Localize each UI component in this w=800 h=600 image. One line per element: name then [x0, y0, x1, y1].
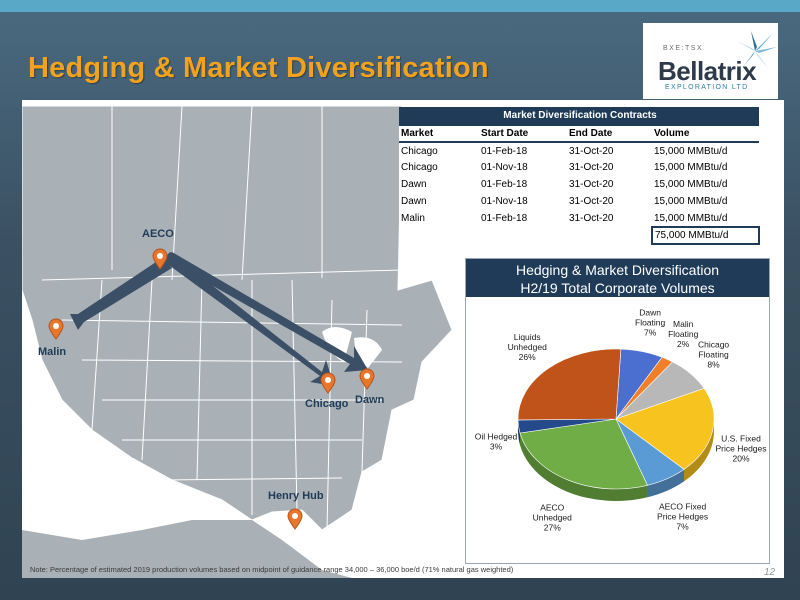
pie-slice-side	[519, 432, 648, 501]
map-label-henry-hub: Henry Hub	[268, 490, 324, 502]
north-america-map	[22, 105, 453, 578]
pie-chart-panel: Hedging & Market Diversification H2/19 T…	[465, 258, 770, 564]
malin-pin-icon	[48, 318, 64, 340]
logo-subtitle: EXPLORATION LTD	[665, 84, 749, 91]
dawn-pin-icon	[359, 368, 375, 390]
column-header: Market	[399, 124, 479, 143]
arrow-to-chicago	[162, 252, 334, 386]
chart-subtitle: H2/19 Total Corporate Volumes	[520, 280, 715, 296]
pie-data-label: AECO Unhedged 27%	[533, 503, 573, 533]
great-lakes	[322, 327, 382, 368]
company-logo: BXE:TSX Bellatrix EXPLORATION LTD	[643, 23, 778, 99]
pie-data-label: Oil Hedged 3%	[475, 432, 518, 452]
map-label-dawn: Dawn	[355, 394, 385, 406]
pie-data-label: Dawn Floating 7%	[635, 308, 666, 338]
flow-arrows	[70, 252, 368, 386]
footnote: Note: Percentage of estimated 2019 produ…	[30, 565, 514, 574]
table-caption: Market Diversification Contracts	[399, 107, 759, 125]
table-row: Dawn 01-Feb-18 31-Oct-20 15,000 MMBtu/d	[399, 176, 759, 193]
pie-slice-liquids-unhedged	[517, 348, 622, 421]
table-row: Chicago 01-Nov-18 31-Oct-20 15,000 MMBtu…	[399, 159, 759, 176]
map-label-aeco: AECO	[142, 228, 174, 240]
contracts-table: Market Diversification Contracts Market …	[399, 107, 760, 245]
table-cell: 01-Feb-18	[481, 179, 528, 190]
top-accent-stripe	[0, 0, 800, 12]
table-row: Chicago 01-Feb-18 31-Oct-20 15,000 MMBtu…	[399, 142, 759, 159]
map-label-chicago: Chicago	[305, 398, 349, 410]
map-land-east	[22, 520, 352, 578]
table-cell: 31-Oct-20	[569, 179, 614, 190]
table-cell: 01-Nov-18	[481, 162, 528, 173]
table-cell: 01-Feb-18	[481, 213, 528, 224]
star-icon	[737, 31, 777, 69]
slide-title: Hedging & Market Diversification	[28, 52, 489, 84]
table-cell: Dawn	[401, 196, 427, 207]
table-cell: 01-Feb-18	[481, 145, 528, 157]
table-cell: 15,000 MMBtu/d	[654, 162, 728, 173]
column-header: Start Date	[479, 124, 567, 143]
table-cell: Chicago	[401, 145, 438, 157]
column-header: Volume	[652, 124, 759, 143]
pie-data-label: Liquids Unhedged 26%	[508, 332, 548, 362]
table-cell: 15,000 MMBtu/d	[654, 212, 728, 224]
table-cell: 31-Oct-20	[569, 196, 614, 207]
chart-header: Hedging & Market Diversification H2/19 T…	[466, 259, 769, 297]
table-cell: 31-Oct-20	[569, 145, 614, 157]
table-cell: Malin	[401, 213, 425, 224]
total-volume: 75,000 MMBtu/d	[651, 226, 760, 245]
table-cell: Chicago	[401, 162, 438, 173]
pie-data-label: AECO Fixed Price Hedges 7%	[657, 501, 708, 531]
pie-slice-side	[683, 419, 714, 482]
table-cell: 15,000 MMBtu/d	[654, 145, 728, 157]
pie-slice-side	[647, 469, 684, 498]
pie-data-label: Chicago Floating 8%	[698, 339, 729, 369]
chart-title: Hedging & Market Diversification	[515, 262, 720, 278]
page-number: 12	[764, 567, 776, 578]
logo-name: Bellatrix	[658, 56, 757, 86]
table-cell: 15,000 MMBtu/d	[654, 179, 728, 190]
table-total-row: 75,000 MMBtu/d	[399, 226, 760, 245]
table-cell: 31-Oct-20	[569, 213, 614, 224]
pie-data-label: Malin Floating 2%	[668, 319, 699, 349]
pie-chart: Dawn Floating 7%Malin Floating 2% Chicago Floa…	[475, 308, 767, 533]
pie-slice-u-s-fixed-price-hedges	[615, 388, 715, 470]
table-header-row: Market Start Date End Date Volume	[399, 124, 759, 143]
table-cell: 01-Nov-18	[481, 196, 528, 207]
pie-slice-aeco-unhedged	[519, 418, 648, 490]
table-cell: Dawn	[401, 179, 427, 190]
map-land	[22, 105, 453, 531]
logo-ticker: BXE:TSX	[663, 45, 704, 52]
aeco-pin-icon	[152, 248, 168, 270]
table-row: Malin 01-Feb-18 31-Oct-20 15,000 MMBtu/d	[399, 210, 759, 227]
table-cell: 31-Oct-20	[569, 162, 614, 173]
table-row: Dawn 01-Nov-18 31-Oct-20 15,000 MMBtu/d	[399, 193, 759, 210]
map-label-malin: Malin	[38, 346, 67, 358]
pie-data-label: U.S. Fixed Price Hedges 20%	[715, 433, 766, 463]
column-header: End Date	[567, 124, 652, 143]
arrow-to-malin	[70, 258, 172, 330]
chicago-pin-icon	[320, 372, 336, 394]
table-cell: 15,000 MMBtu/d	[654, 196, 728, 207]
henry-hub-pin-icon	[287, 508, 303, 530]
arrow-to-dawn	[164, 252, 368, 372]
